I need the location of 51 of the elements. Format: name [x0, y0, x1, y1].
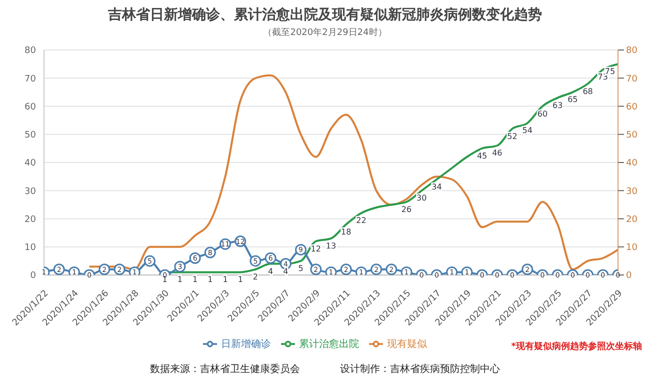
data-label: 30: [416, 194, 427, 203]
y-tick-label: 50: [24, 130, 36, 141]
source-note: 数据来源：吉林省卫生健康委员会: [150, 364, 300, 375]
data-label: 65: [568, 95, 578, 104]
y2-tick-label: 60: [626, 102, 638, 112]
y-tick-label: 60: [24, 102, 36, 112]
data-label: 54: [522, 126, 532, 136]
data-label: 1: [192, 275, 198, 284]
y2-tick-label: 20: [626, 214, 638, 225]
data-label: 1: [177, 275, 182, 284]
y2-tick-label: 80: [626, 46, 638, 56]
data-label: 4: [283, 266, 288, 276]
data-label: 12: [310, 244, 321, 254]
data-label: 52: [507, 132, 518, 141]
legend-label: 日新增确诊: [221, 339, 271, 350]
y2-tick-label: 70: [626, 74, 638, 84]
chart-title: 吉林省日新增确诊、累计治愈出院及现有疑似新冠肺炎病例数变化趋势: [107, 6, 543, 24]
y-tick-label: 40: [24, 158, 36, 169]
y-tick-label: 80: [24, 46, 36, 56]
y-tick-label: 0: [30, 271, 36, 282]
y2-tick-label: 0: [626, 271, 632, 282]
legend-label: 累计治愈出院: [299, 339, 359, 350]
data-label: 63: [552, 100, 563, 110]
data-label: 18: [341, 227, 352, 236]
y2-tick-label: 50: [626, 130, 638, 141]
data-label: 13: [326, 241, 336, 250]
data-label: 26: [401, 204, 412, 214]
legend-label: 现有疑似: [387, 339, 427, 350]
data-label: 1: [222, 275, 228, 284]
data-label: 60: [537, 109, 548, 118]
text: *现有疑似病例趋势参照次坐标轴: [511, 340, 642, 353]
y2-tick-label: 40: [626, 158, 638, 169]
data-label: 1: [208, 275, 213, 284]
data-label: 22: [356, 216, 366, 226]
y-tick-label: 10: [24, 243, 36, 254]
y-tick-label: 70: [24, 74, 36, 84]
data-label: 68: [582, 86, 593, 96]
y-tick-label: 20: [24, 214, 36, 225]
data-label: 46: [492, 148, 502, 158]
y2-tick-label: 30: [626, 186, 638, 197]
chart-subtitle: （截至2020年2月29日24时）: [262, 26, 388, 39]
data-label: 34: [432, 182, 442, 192]
data-label: 4: [268, 266, 274, 276]
text: 设计制作：吉林省疾病预防控制中心: [340, 364, 500, 375]
data-label: 2: [252, 272, 258, 282]
data-label: 45: [476, 151, 488, 160]
data-label: 5: [298, 264, 304, 273]
y2-tick-label: 10: [626, 243, 638, 254]
y-tick-label: 30: [24, 186, 36, 197]
data-label: 75: [604, 67, 616, 76]
data-label: 1: [238, 275, 243, 284]
